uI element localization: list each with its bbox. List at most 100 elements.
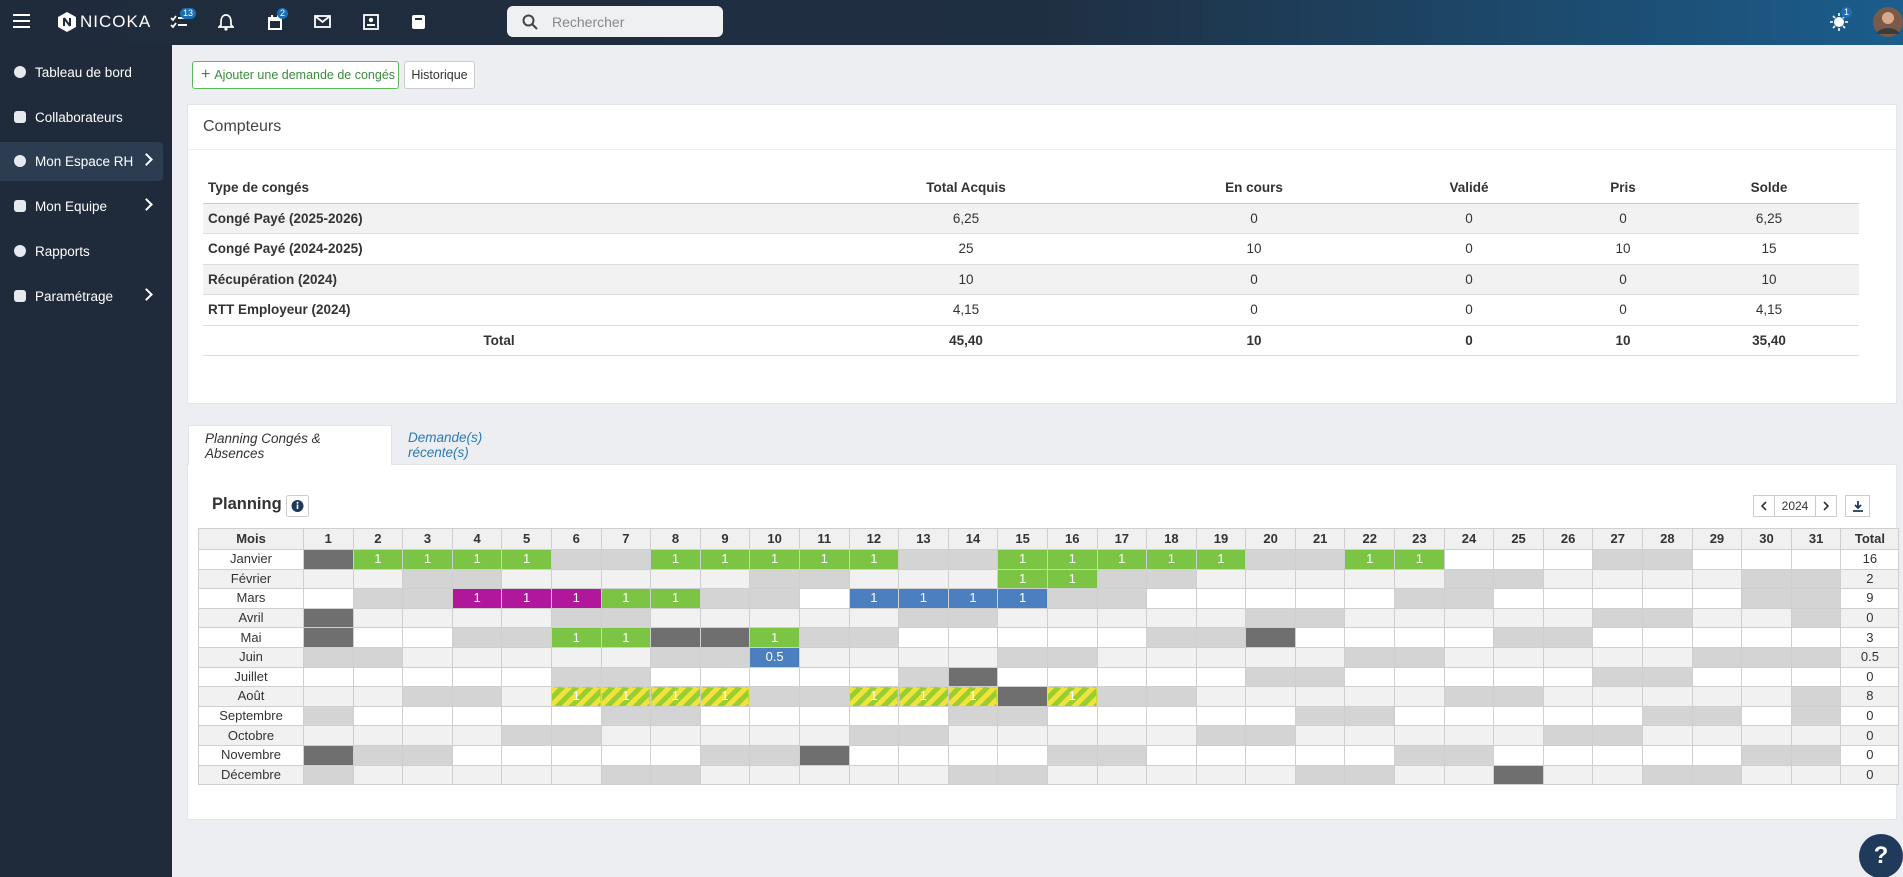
day-cell[interactable] <box>550 666 602 688</box>
day-cell[interactable] <box>1642 607 1693 629</box>
day-cell[interactable] <box>1542 627 1594 648</box>
day-cell[interactable] <box>1691 764 1743 786</box>
day-cell[interactable] <box>1046 666 1098 688</box>
absence-cell[interactable]: 1 <box>997 588 1048 609</box>
day-cell[interactable] <box>1394 666 1445 688</box>
day-cell[interactable] <box>1146 744 1197 766</box>
day-cell[interactable] <box>650 568 701 590</box>
day-cell[interactable] <box>303 686 354 707</box>
day-cell[interactable] <box>749 686 800 707</box>
day-cell[interactable] <box>1443 725 1495 746</box>
day-cell[interactable] <box>1294 686 1346 707</box>
day-cell[interactable] <box>1245 666 1296 688</box>
day-cell[interactable] <box>1691 686 1743 707</box>
day-cell[interactable] <box>699 568 751 590</box>
day-cell[interactable] <box>1443 744 1495 766</box>
day-cell[interactable] <box>1096 686 1148 707</box>
day-cell[interactable] <box>501 627 552 648</box>
day-cell[interactable] <box>1542 705 1594 727</box>
day-cell[interactable] <box>1195 607 1247 629</box>
absence-cell[interactable]: 1 <box>848 588 900 609</box>
day-cell[interactable] <box>501 705 552 727</box>
absence-cell[interactable]: 1 <box>699 686 751 707</box>
day-cell[interactable] <box>749 607 800 629</box>
absence-cell[interactable]: 1 <box>600 686 652 707</box>
day-cell[interactable] <box>848 744 900 766</box>
absence-cell[interactable]: 1 <box>898 686 949 707</box>
absence-cell[interactable]: 1 <box>848 686 900 707</box>
day-cell[interactable] <box>1394 607 1445 629</box>
day-cell[interactable] <box>1146 588 1197 609</box>
day-cell[interactable] <box>352 764 404 786</box>
day-cell[interactable] <box>1493 627 1544 648</box>
day-cell[interactable] <box>352 666 404 688</box>
absence-cell[interactable]: 1 <box>1195 549 1247 570</box>
day-cell[interactable] <box>1344 764 1396 786</box>
day-cell[interactable] <box>352 627 404 648</box>
absence-cell[interactable]: 1 <box>550 627 602 648</box>
day-cell[interactable] <box>1592 588 1644 609</box>
day-cell[interactable] <box>1394 627 1445 648</box>
day-cell[interactable] <box>600 646 652 668</box>
day-cell[interactable] <box>1195 666 1247 688</box>
day-cell[interactable] <box>1493 588 1544 609</box>
day-cell[interactable] <box>650 725 701 746</box>
day-cell[interactable] <box>1741 725 1792 746</box>
day-cell[interactable] <box>699 607 751 629</box>
day-cell[interactable] <box>997 764 1048 786</box>
day-cell[interactable] <box>898 764 949 786</box>
tab[interactable]: Demande(s) récente(s) <box>408 430 483 460</box>
day-cell[interactable] <box>1195 725 1247 746</box>
logo-text[interactable]: NICOKA <box>80 12 152 31</box>
day-cell[interactable] <box>303 646 354 668</box>
day-cell[interactable] <box>1394 568 1445 590</box>
day-cell[interactable] <box>947 764 999 786</box>
absence-cell[interactable]: 1 <box>600 588 652 609</box>
day-cell[interactable] <box>947 725 999 746</box>
day-cell[interactable] <box>1642 744 1693 766</box>
day-cell[interactable] <box>1344 705 1396 727</box>
day-cell[interactable] <box>303 764 354 786</box>
day-cell[interactable] <box>550 725 602 746</box>
day-cell[interactable] <box>451 744 503 766</box>
day-cell[interactable] <box>352 744 404 766</box>
day-cell[interactable] <box>1790 666 1842 688</box>
day-cell[interactable] <box>352 705 404 727</box>
day-cell[interactable] <box>402 725 453 746</box>
day-cell[interactable] <box>550 568 602 590</box>
day-cell[interactable] <box>1394 646 1445 668</box>
sidebar-item[interactable]: Tableau de bord <box>0 53 163 92</box>
day-cell[interactable] <box>1691 549 1743 570</box>
day-cell[interactable] <box>1542 744 1594 766</box>
day-cell[interactable] <box>1741 686 1792 707</box>
day-cell[interactable] <box>550 549 602 570</box>
day-cell[interactable] <box>1493 744 1544 766</box>
day-cell[interactable] <box>352 607 404 629</box>
day-cell[interactable] <box>1443 627 1495 648</box>
day-cell[interactable] <box>1096 744 1148 766</box>
day-cell[interactable] <box>1592 725 1644 746</box>
day-cell[interactable] <box>451 646 503 668</box>
day-cell[interactable] <box>699 744 751 766</box>
day-cell[interactable] <box>1642 646 1693 668</box>
sidebar-item[interactable]: Collaborateurs <box>0 98 163 137</box>
day-cell[interactable] <box>1691 627 1743 648</box>
absence-cell[interactable]: 1 <box>749 627 800 648</box>
bell-icon[interactable] <box>218 14 234 31</box>
day-cell[interactable] <box>550 764 602 786</box>
day-cell[interactable] <box>848 627 900 648</box>
day-cell[interactable] <box>1394 744 1445 766</box>
day-cell[interactable] <box>1642 686 1693 707</box>
day-cell[interactable] <box>402 607 453 629</box>
day-cell[interactable] <box>798 764 850 786</box>
day-cell[interactable] <box>699 666 751 688</box>
day-cell[interactable] <box>402 764 453 786</box>
day-cell[interactable] <box>1691 666 1743 688</box>
day-cell[interactable] <box>699 725 751 746</box>
day-cell[interactable] <box>1642 764 1693 786</box>
day-cell[interactable] <box>501 666 552 688</box>
day-cell[interactable] <box>1493 725 1544 746</box>
day-cell[interactable] <box>1443 705 1495 727</box>
day-cell[interactable] <box>1691 705 1743 727</box>
day-cell[interactable] <box>1790 549 1842 570</box>
